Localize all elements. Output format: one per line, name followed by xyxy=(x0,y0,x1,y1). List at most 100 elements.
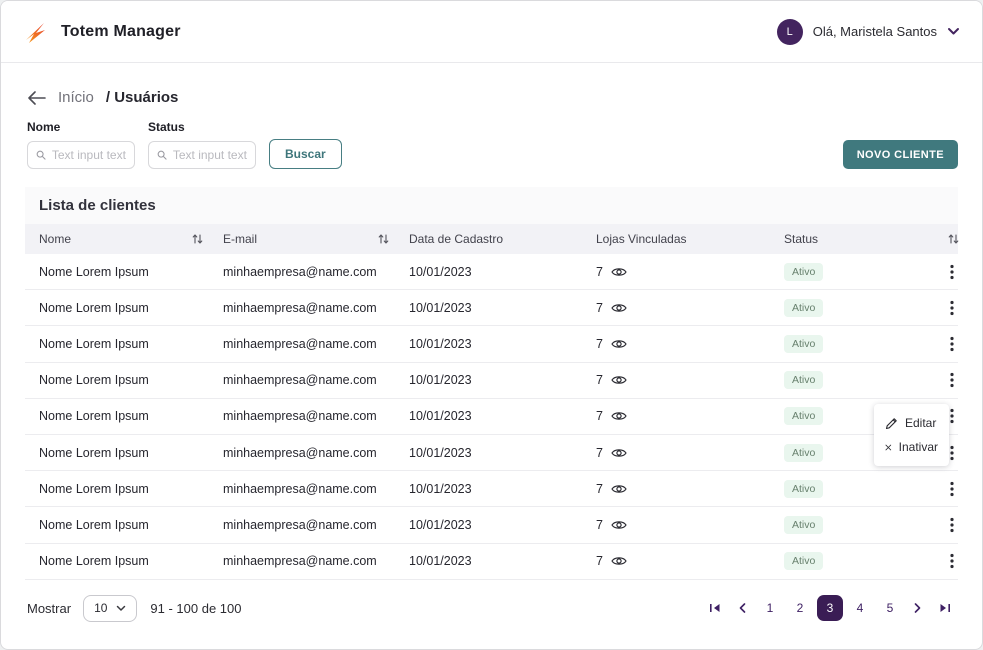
status-filter-input[interactable] xyxy=(148,141,256,169)
cell-stores: 7 xyxy=(582,409,770,423)
row-context-menu: Editar Inativar xyxy=(874,404,949,466)
cell-stores: 7 xyxy=(582,446,770,460)
new-client-button[interactable]: NOVO CLIENTE xyxy=(842,140,958,169)
eye-icon[interactable] xyxy=(611,302,627,314)
kebab-menu-icon[interactable] xyxy=(950,445,954,461)
row-actions-button[interactable] xyxy=(948,551,956,571)
menu-item-inativar[interactable]: Inativar xyxy=(874,435,949,459)
page-button-3[interactable]: 3 xyxy=(817,595,843,622)
kebab-menu-icon[interactable] xyxy=(950,336,954,352)
status-badge: Ativo xyxy=(784,515,824,534)
cell-actions xyxy=(934,479,970,499)
next-page-button[interactable] xyxy=(907,599,928,617)
last-page-button[interactable] xyxy=(932,599,958,617)
cell-email: minhaempresa@name.com xyxy=(223,373,377,388)
prev-page-button[interactable] xyxy=(732,599,753,617)
sort-icon[interactable] xyxy=(948,233,959,245)
status-search-input[interactable] xyxy=(172,148,247,162)
cell-actions xyxy=(934,298,970,318)
menu-item-editar[interactable]: Editar xyxy=(874,411,949,435)
range-text: 91 - 100 de 100 xyxy=(150,600,242,616)
user-menu[interactable]: L Olá, Maristela Santos xyxy=(776,18,960,45)
eye-icon[interactable] xyxy=(611,410,627,422)
x-icon xyxy=(885,444,892,450)
eye-icon[interactable] xyxy=(611,519,627,531)
cell-email: minhaempresa@name.com xyxy=(223,300,377,315)
back-arrow-icon[interactable] xyxy=(27,90,46,105)
cell-actions xyxy=(934,370,970,390)
kebab-menu-icon[interactable] xyxy=(950,264,954,280)
menu-item-label: Inativar xyxy=(898,440,938,454)
chevron-down-icon[interactable] xyxy=(947,27,960,36)
cell-actions xyxy=(934,515,970,535)
column-header-lojas-vinculadas: Lojas Vinculadas xyxy=(582,232,770,246)
eye-icon[interactable] xyxy=(611,555,627,567)
pencil-icon xyxy=(885,417,897,429)
cell-status: Ativo xyxy=(770,262,934,281)
table-row: Nome Lorem Ipsum minhaempresa@name.com 10/… xyxy=(25,471,958,508)
row-actions-button[interactable] xyxy=(948,262,956,282)
eye-icon[interactable] xyxy=(611,447,627,459)
kebab-menu-icon[interactable] xyxy=(950,408,954,424)
row-actions-button[interactable] xyxy=(948,479,956,499)
first-page-icon xyxy=(710,604,720,613)
row-actions-button[interactable] xyxy=(948,334,956,354)
column-header-actions[interactable] xyxy=(934,233,971,245)
kebab-menu-icon[interactable] xyxy=(950,481,954,497)
table-row: Nome Lorem Ipsum minhaempresa@name.com 10/… xyxy=(25,543,958,580)
cell-stores: 7 xyxy=(582,518,770,532)
cell-email: minhaempresa@name.com xyxy=(223,445,377,460)
cell-status: Ativo xyxy=(770,298,934,317)
name-search-input[interactable] xyxy=(51,148,126,162)
page-size-select[interactable]: 10 xyxy=(83,594,138,622)
table-header-row: Nome E-mail Data de Cadastro Lojas Vinculad… xyxy=(25,224,959,254)
column-header-nome[interactable]: Nome xyxy=(25,232,209,246)
chevron-down-icon xyxy=(117,605,126,611)
status-badge: Ativo xyxy=(784,479,824,498)
stores-count: 7 xyxy=(596,336,603,351)
table-row: Nome Lorem Ipsum minhaempresa@name.com 10/… xyxy=(25,434,958,472)
cell-stores: 7 xyxy=(582,265,770,279)
page-button-5[interactable]: 5 xyxy=(877,595,903,621)
sort-icon[interactable] xyxy=(192,233,203,245)
first-page-button[interactable] xyxy=(702,599,728,617)
breadcrumb-parent[interactable]: Início xyxy=(58,89,94,106)
cell-name: Nome Lorem Ipsum xyxy=(39,300,149,315)
stores-count: 7 xyxy=(596,264,603,279)
eye-icon[interactable] xyxy=(611,266,627,278)
name-filter-input[interactable] xyxy=(27,141,135,169)
kebab-menu-icon[interactable] xyxy=(950,300,954,316)
row-actions-button[interactable] xyxy=(948,298,956,318)
menu-item-label: Editar xyxy=(905,416,937,430)
breadcrumb-current: / Usuários xyxy=(105,89,179,106)
sort-icon[interactable] xyxy=(378,233,389,245)
eye-icon[interactable] xyxy=(611,338,627,350)
avatar[interactable]: L xyxy=(776,18,803,45)
cell-name: Nome Lorem Ipsum xyxy=(39,264,149,279)
search-icon xyxy=(157,150,167,160)
row-actions-button[interactable] xyxy=(948,406,956,426)
page-button-1[interactable]: 1 xyxy=(757,595,783,621)
page-button-4[interactable]: 4 xyxy=(847,595,873,621)
cell-stores: 7 xyxy=(582,337,770,351)
kebab-menu-icon[interactable] xyxy=(950,517,954,533)
user-greeting: Olá, Maristela Santos xyxy=(812,24,937,39)
row-actions-button[interactable] xyxy=(948,370,956,390)
page-button-2[interactable]: 2 xyxy=(787,595,813,621)
column-header-e-mail[interactable]: E-mail xyxy=(209,232,395,246)
search-button[interactable]: Buscar xyxy=(269,139,342,169)
cell-status: Ativo xyxy=(770,479,934,498)
eye-icon[interactable] xyxy=(611,483,627,495)
kebab-menu-icon[interactable] xyxy=(950,553,954,569)
cell-email: minhaempresa@name.com xyxy=(223,554,377,569)
cell-date: 10/01/2023 xyxy=(409,409,472,424)
eye-icon[interactable] xyxy=(611,374,627,386)
row-actions-button[interactable] xyxy=(948,443,956,463)
row-actions-button[interactable] xyxy=(948,515,956,535)
status-badge: Ativo xyxy=(784,298,824,317)
cell-email: minhaempresa@name.com xyxy=(223,336,377,351)
kebab-menu-icon[interactable] xyxy=(950,372,954,388)
cell-actions xyxy=(934,334,970,354)
